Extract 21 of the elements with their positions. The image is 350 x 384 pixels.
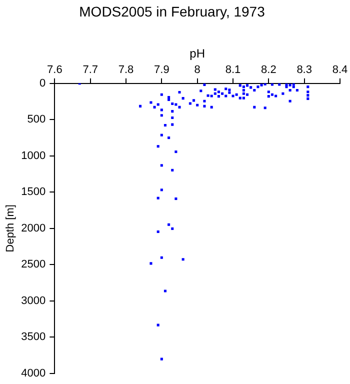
x-axis-title: pH	[190, 46, 206, 60]
y-axis-title: Depth [m]	[4, 204, 17, 252]
chart-title: MODS2005 in February, 1973	[79, 3, 266, 20]
y-tick-label: 1000	[21, 150, 46, 162]
x-tick-label: 7.7	[82, 64, 98, 76]
y-tick-label: 500	[27, 114, 46, 126]
y-tick-label: 0	[40, 77, 46, 90]
x-tick-label: 8	[194, 64, 200, 76]
x-tick-label: 7.9	[154, 64, 170, 76]
y-tick-label: 2000	[21, 222, 46, 234]
y-tick-label: 2500	[21, 258, 46, 271]
x-tick-label: 8.4	[332, 64, 348, 76]
x-tick-label: 8.1	[225, 64, 241, 76]
y-tick-label: 3500	[21, 331, 46, 344]
x-tick-label: 7.8	[118, 64, 134, 76]
y-tick-label: 1500	[21, 186, 46, 198]
x-tick-label: 8.3	[296, 64, 312, 76]
x-tick-label: 7.6	[47, 64, 62, 76]
y-tick-label: 3000	[21, 294, 46, 307]
x-tick-label: 8.2	[261, 64, 276, 76]
y-tick-label: 4000	[21, 367, 46, 380]
